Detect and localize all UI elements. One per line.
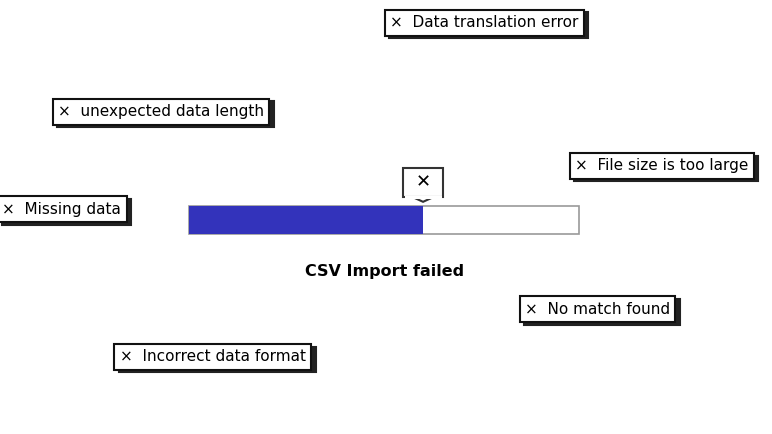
Text: ×  Data translation error: × Data translation error — [390, 15, 578, 30]
Text: ×  Missing data: × Missing data — [7, 204, 126, 220]
Text: ×  No match found: × No match found — [530, 304, 675, 319]
FancyBboxPatch shape — [405, 196, 442, 199]
FancyBboxPatch shape — [189, 206, 579, 234]
Polygon shape — [413, 197, 433, 202]
Text: ×  File size is too large: × File size is too large — [575, 158, 749, 174]
Text: ×  Missing data: × Missing data — [2, 202, 121, 217]
FancyBboxPatch shape — [403, 168, 443, 197]
FancyBboxPatch shape — [189, 206, 423, 234]
Text: CSV Import failed: CSV Import failed — [305, 264, 464, 279]
Text: ×  No match found: × No match found — [525, 302, 670, 317]
Text: ×  Data translation error: × Data translation error — [394, 18, 583, 33]
Text: ×  unexpected data length: × unexpected data length — [58, 104, 264, 119]
Text: ×  Incorrect data format: × Incorrect data format — [120, 349, 306, 365]
Text: ×  Incorrect data format: × Incorrect data format — [124, 352, 310, 367]
Text: ✕: ✕ — [415, 174, 431, 191]
Text: ×  File size is too large: × File size is too large — [580, 161, 753, 176]
Text: ×  unexpected data length: × unexpected data length — [63, 107, 269, 122]
